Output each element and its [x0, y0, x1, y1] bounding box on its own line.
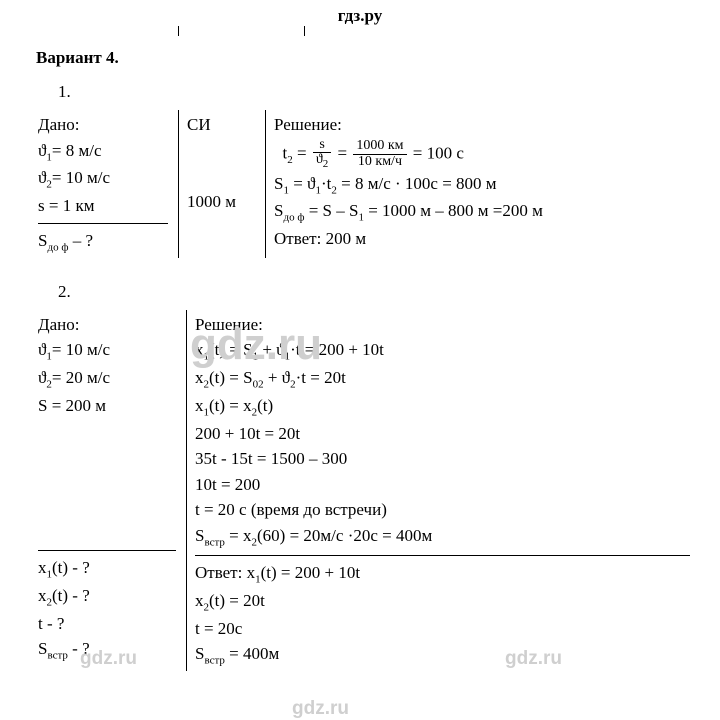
p2-s8: Sвстр = x2(60) = 20м/с ·20с = 400м — [195, 523, 690, 551]
p2-f4: Sвстр - ? — [38, 636, 176, 664]
p1-s1: t2 = sϑ2 = 1000 км10 км/ч = 100 с — [274, 138, 690, 171]
p1-g2: ϑ2= 10 м/с — [38, 165, 168, 193]
watermark-4: gdz.ru — [292, 698, 349, 720]
tick-right — [304, 26, 305, 36]
given-label2: Дано: — [38, 312, 176, 338]
p2-a2: x2(t) = 20t — [195, 588, 690, 616]
p1-find: Sдо ф – ? — [38, 228, 168, 256]
p2-a1: Ответ: x1(t) = 200 + 10t — [195, 560, 690, 588]
tick-left — [178, 26, 179, 36]
p2-g2: ϑ2= 20 м/с — [38, 365, 176, 393]
si-blank2 — [187, 163, 255, 189]
p1-g1: ϑ1= 8 м/с — [38, 138, 168, 166]
problem1-number: 1. — [58, 82, 720, 102]
p2-g1: ϑ1= 10 м/с — [38, 337, 176, 365]
problem1-solution-col: Решение: t2 = sϑ2 = 1000 км10 км/ч = 100… — [265, 110, 700, 258]
p1-ans: Ответ: 200 м — [274, 226, 690, 252]
p2-f1: x1(t) - ? — [38, 555, 176, 583]
p2-given-rule: x1(t) - ? x2(t) - ? t - ? Sвстр - ? — [38, 550, 176, 664]
sol-label2: Решение: — [195, 312, 690, 338]
ruler-ticks — [0, 26, 720, 40]
p2-a4: Sвстр = 400м — [195, 641, 690, 669]
p1-g3: s = 1 км — [38, 193, 168, 219]
p2-s7: t = 20 с (время до встречи) — [195, 497, 690, 523]
problem1-si-col: СИ 1000 м — [178, 110, 265, 258]
p2-s1: x1(t) = S1 + ϑ1·t = 200 + 10t — [195, 337, 690, 365]
p2-sol-rule: Ответ: x1(t) = 200 + 10t x2(t) = 20t t =… — [195, 555, 690, 669]
given-label: Дано: — [38, 112, 168, 138]
site-header: гдз.ру — [0, 0, 720, 26]
problem2-solution-col: Решение: x1(t) = S1 + ϑ1·t = 200 + 10t x… — [186, 310, 700, 671]
p2-f3: t - ? — [38, 611, 176, 637]
p2-f2: x2(t) - ? — [38, 583, 176, 611]
p1-s3: Sдо ф = S – S1 = 1000 м – 800 м =200 м — [274, 198, 690, 226]
problem2-number: 2. — [58, 282, 720, 302]
problem1-given-col: Дано: ϑ1= 8 м/с ϑ2= 10 м/с s = 1 км Sдо … — [30, 110, 178, 258]
problem2-block: Дано: ϑ1= 10 м/с ϑ2= 20 м/с S = 200 м x1… — [30, 310, 700, 671]
si-label: СИ — [187, 112, 255, 138]
p2-s4: 200 + 10t = 20t — [195, 421, 690, 447]
si-blank1 — [187, 138, 255, 164]
si-val: 1000 м — [187, 189, 255, 215]
sol-label: Решение: — [274, 112, 690, 138]
p1-given-rule: Sдо ф – ? — [38, 223, 168, 256]
p2-s5: 35t - 15t = 1500 – 300 — [195, 446, 690, 472]
p2-a3: t = 20с — [195, 616, 690, 642]
p2-s3: x1(t) = x2(t) — [195, 393, 690, 421]
p2-s6: 10t = 200 — [195, 472, 690, 498]
problem2-given-col: Дано: ϑ1= 10 м/с ϑ2= 20 м/с S = 200 м x1… — [30, 310, 186, 671]
p2-s2: x2(t) = S02 + ϑ2·t = 20t — [195, 365, 690, 393]
p2-g3: S = 200 м — [38, 393, 176, 419]
p1-s2: S1 = ϑ1·t2 = 8 м/с · 100с = 800 м — [274, 171, 690, 199]
problem1-block: Дано: ϑ1= 8 м/с ϑ2= 10 м/с s = 1 км Sдо … — [30, 110, 700, 258]
variant-title: Вариант 4. — [36, 48, 720, 68]
